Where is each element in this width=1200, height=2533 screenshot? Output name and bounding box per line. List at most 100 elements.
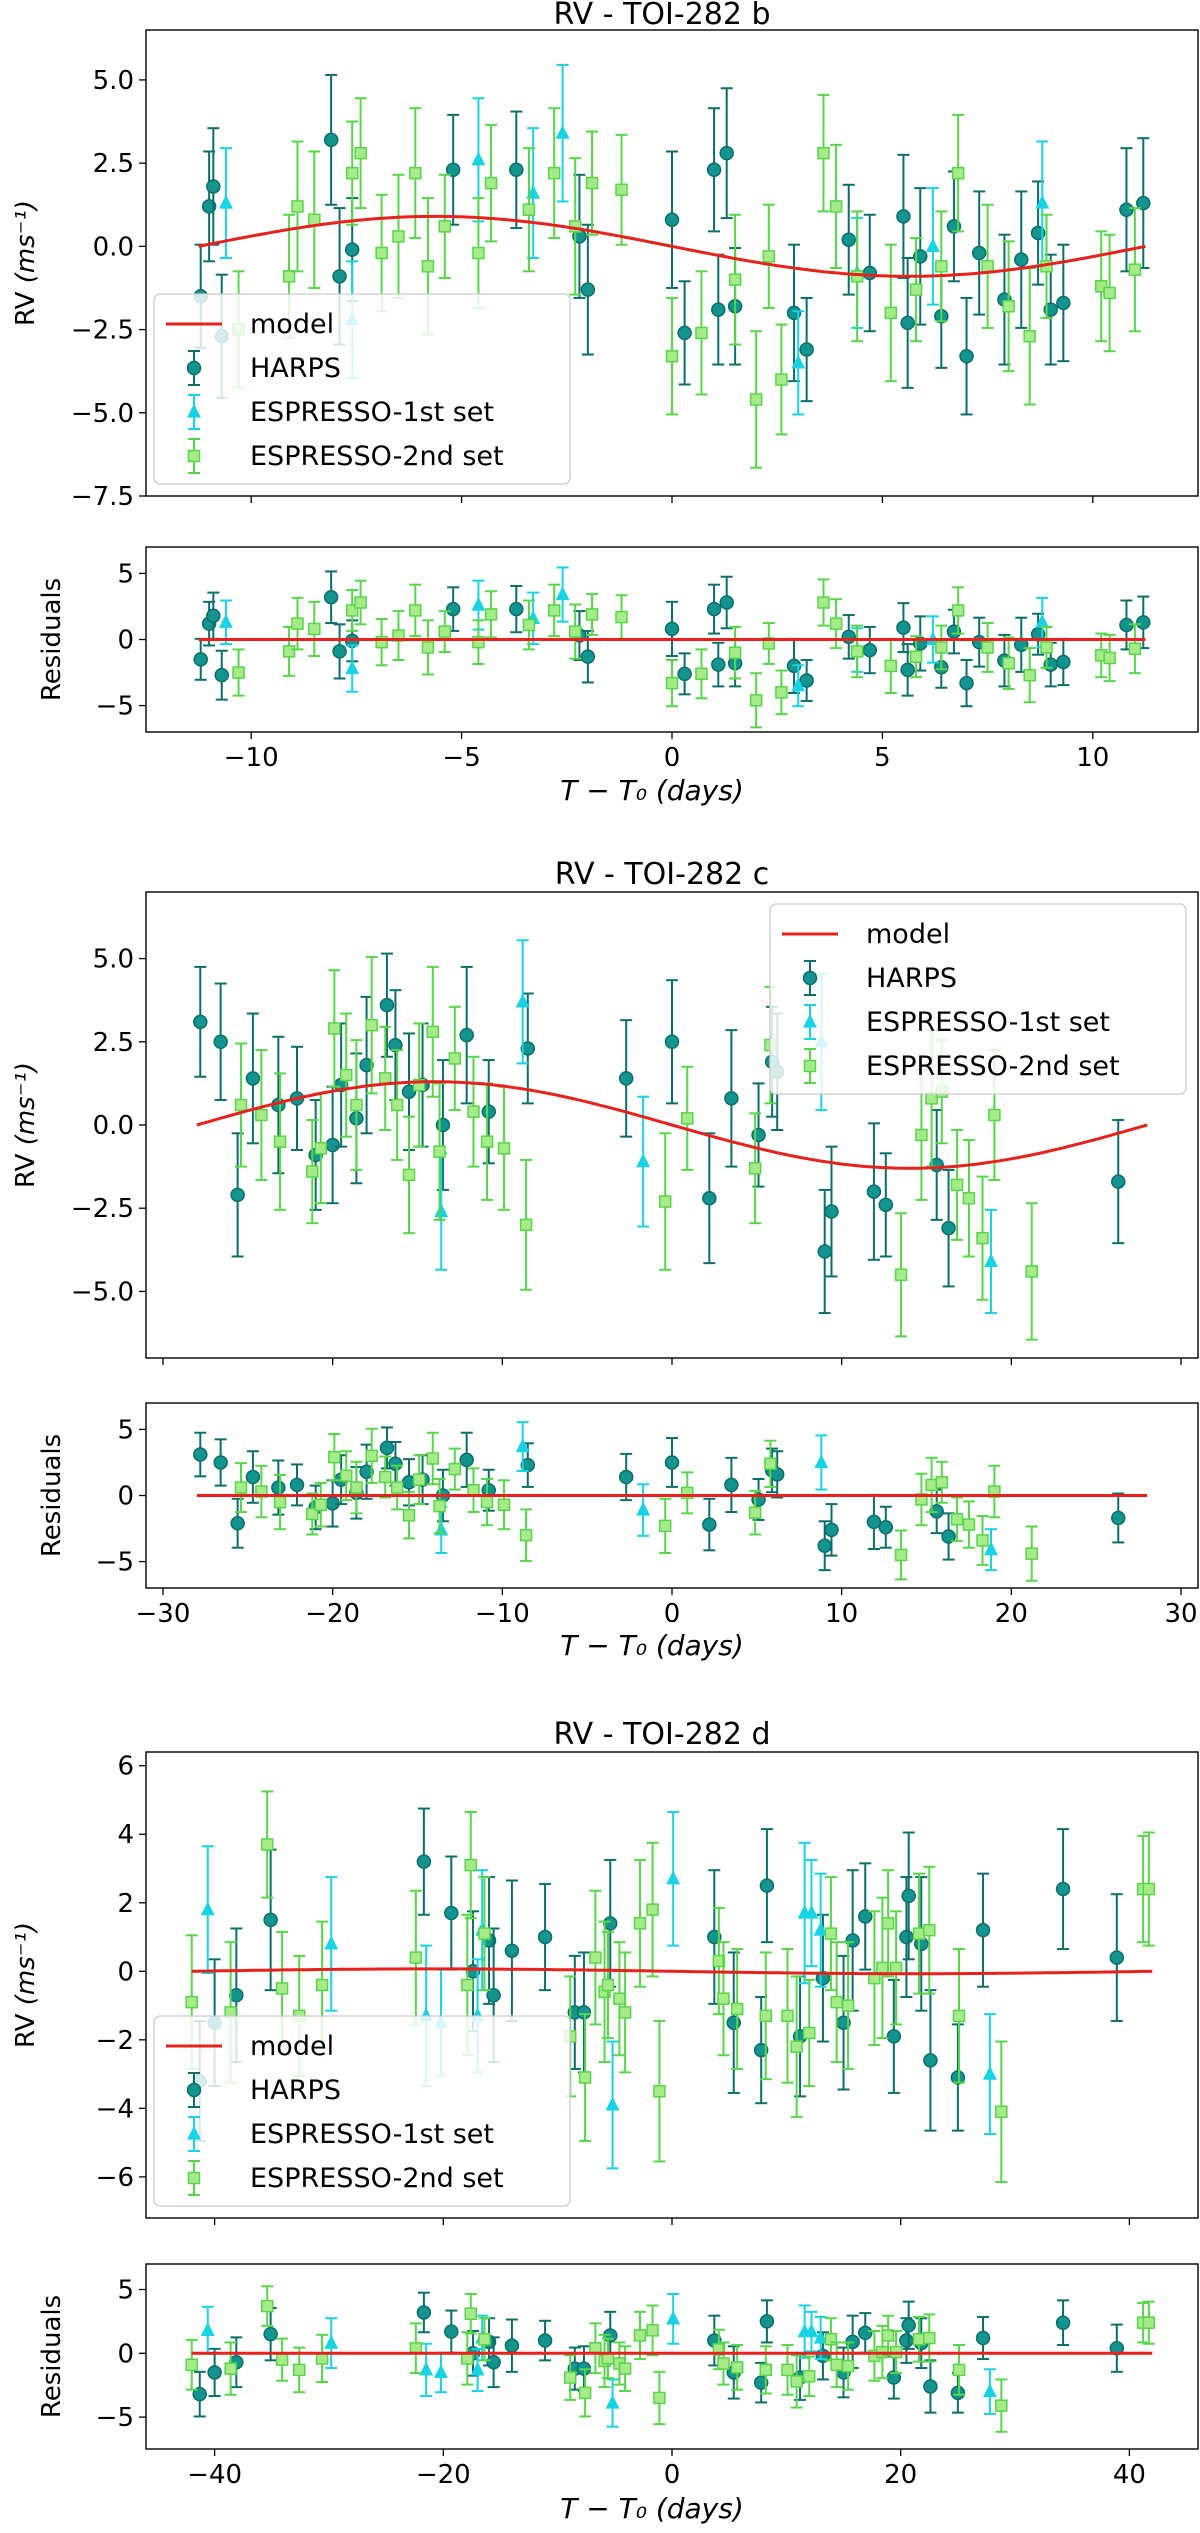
rv-point [845,1933,860,1948]
rv-point [976,1231,989,1245]
rv-point [526,184,541,199]
residual-point [359,1464,374,1479]
rv-point [555,124,570,139]
residual-point [995,2399,1008,2412]
residual-point [332,644,347,659]
y-tick-label: 5.0 [93,66,134,96]
residual-point [345,604,359,617]
y-tick-label: −5 [96,1548,134,1578]
rv-point [315,1978,329,1992]
residual-point [633,2329,647,2342]
residuals-axis-label: Residuals [37,2295,67,2418]
axes-frame [145,546,1199,733]
residual-point [982,2383,997,2398]
residual-panel-c: −5 0 5 −30 −20 −10 0 10 20 30 Residuals [37,1402,1199,1629]
rv-point [790,2040,803,2053]
rv-point [412,1078,426,1092]
legend-c: model HARPS ESPRESSO-1st set ESPRESSO-2nd s… [769,903,1187,1095]
rv-point [1119,202,1134,217]
rv-point [459,1027,474,1043]
residual-point [1056,654,1071,670]
residual-point [984,1541,998,1556]
rv-point [817,146,830,160]
residual-point [915,1493,928,1506]
rv-point [884,306,898,320]
residual-point [232,666,245,679]
residual-point [824,1522,839,1538]
x-tick-label: 0 [664,743,681,773]
x-tick-label: 20 [884,2460,917,2490]
rv-point [618,2006,632,2019]
rv-point [275,1982,289,1995]
x-tick-label: 40 [1113,2460,1146,2490]
residual-point [791,677,806,692]
residual-point [421,641,435,654]
y-tick-label: 0.0 [93,232,134,262]
rv-point [601,1978,615,1992]
residual-point [753,2375,769,2390]
residual-point [379,1440,395,1456]
rv-point [1128,263,1142,276]
rv-point [344,242,360,257]
rv-point [889,1961,903,1975]
rv-point [480,1135,494,1148]
rv-point [448,1052,462,1065]
rv-point [866,1184,882,1199]
rv-point [323,132,339,148]
rv-point [923,1923,936,1937]
residual-point [263,2326,278,2342]
rv-point [841,1999,855,2012]
rv-point [613,1992,626,2005]
residual-point [681,1486,694,1500]
residual-point [850,645,864,658]
residual-point [618,2362,632,2375]
rv-point [401,1084,417,1099]
residual-point [419,2361,434,2376]
rv-point [799,342,814,357]
residual-point [664,1455,680,1470]
residual-point [289,1477,305,1493]
residual-point [314,1498,328,1511]
rv-point [900,315,915,331]
residual-point [664,621,680,637]
residual-point [1025,1547,1038,1560]
rv-point [751,1127,766,1143]
rv-point [185,1995,198,2009]
residual-point [762,637,776,650]
residual-point [981,641,994,654]
residual-point [830,2358,843,2372]
legend-box [769,903,1187,1095]
rv-point [728,273,742,286]
rv-point [1109,1950,1125,1965]
rv-point [435,1117,451,1133]
rv-point [717,1992,730,2005]
residual-point [1055,2315,1071,2330]
residual-point [444,2324,459,2339]
rv-point [935,260,948,273]
residual-point [900,662,915,678]
rv-point [1103,286,1116,300]
rv-point [971,245,987,261]
rv-point [578,2071,592,2084]
residual-point [445,601,461,617]
legend-box [153,2015,571,2207]
rv-point [580,282,596,297]
rv-point [876,1961,889,1975]
residual-point [515,1438,530,1453]
y-tick-label: −5 [96,2403,134,2433]
residual-point [213,1455,228,1470]
rv-point [982,2065,997,2080]
rv-point [445,162,461,178]
rv-point [830,1995,843,2009]
rv-point [791,354,806,369]
residual-point [728,646,742,659]
residual-point [324,2334,339,2349]
residual-point [308,622,321,636]
residual-point [416,2305,432,2320]
rv-point [706,162,722,178]
x-tick-label: −10 [475,1599,530,1629]
legend-marker-key [187,449,201,463]
legend-label: model [250,2031,334,2062]
rv-point [711,302,726,317]
